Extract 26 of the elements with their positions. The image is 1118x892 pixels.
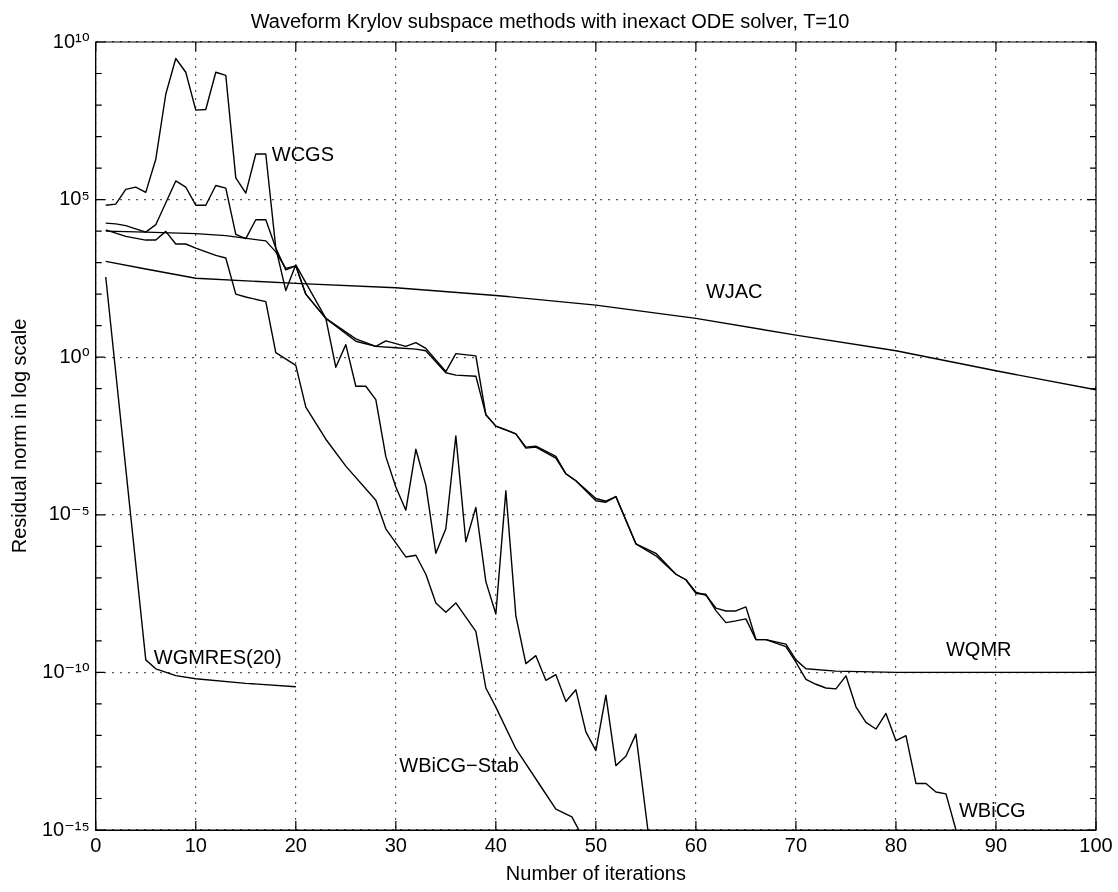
y-tick-label: 10⁻⁵: [48, 502, 90, 525]
chart-title: Waveform Krylov subspace methods with inexact ODE solver, T=10: [250, 9, 850, 32]
y-axis-title: Residual norm in log scale: [7, 318, 30, 554]
x-axis-title: Number of iterations: [505, 861, 686, 884]
x-tick-label: 80: [884, 833, 908, 856]
series-label: WBiCG: [958, 798, 1026, 821]
series-label: WCGS: [271, 142, 335, 165]
series-label: WQMR: [945, 637, 1012, 660]
y-tick-label: 10⁻¹⁵: [41, 817, 90, 840]
x-tick-label: 0: [90, 833, 102, 856]
x-tick-label: 50: [584, 833, 607, 856]
x-tick-label: 40: [484, 833, 507, 856]
series-label: WJAC: [705, 280, 763, 303]
x-tick-label: 100: [1079, 833, 1113, 856]
y-tick-label: 10⁵: [59, 187, 90, 210]
x-tick-label: 60: [684, 833, 708, 856]
x-tick-label: 20: [284, 833, 307, 856]
y-tick-label: 10⁻¹⁰: [42, 659, 90, 682]
x-tick-label: 90: [984, 833, 1008, 856]
y-tick-label: 10⁰: [59, 344, 90, 367]
y-tick-label: 10¹⁰: [52, 29, 90, 52]
x-tick-label: 10: [184, 833, 207, 856]
x-tick-label: 70: [784, 833, 808, 856]
series-label: WGMRES(20): [153, 645, 282, 668]
x-tick-label: 30: [384, 833, 407, 856]
series-label: WBiCG−Stab: [399, 754, 519, 777]
